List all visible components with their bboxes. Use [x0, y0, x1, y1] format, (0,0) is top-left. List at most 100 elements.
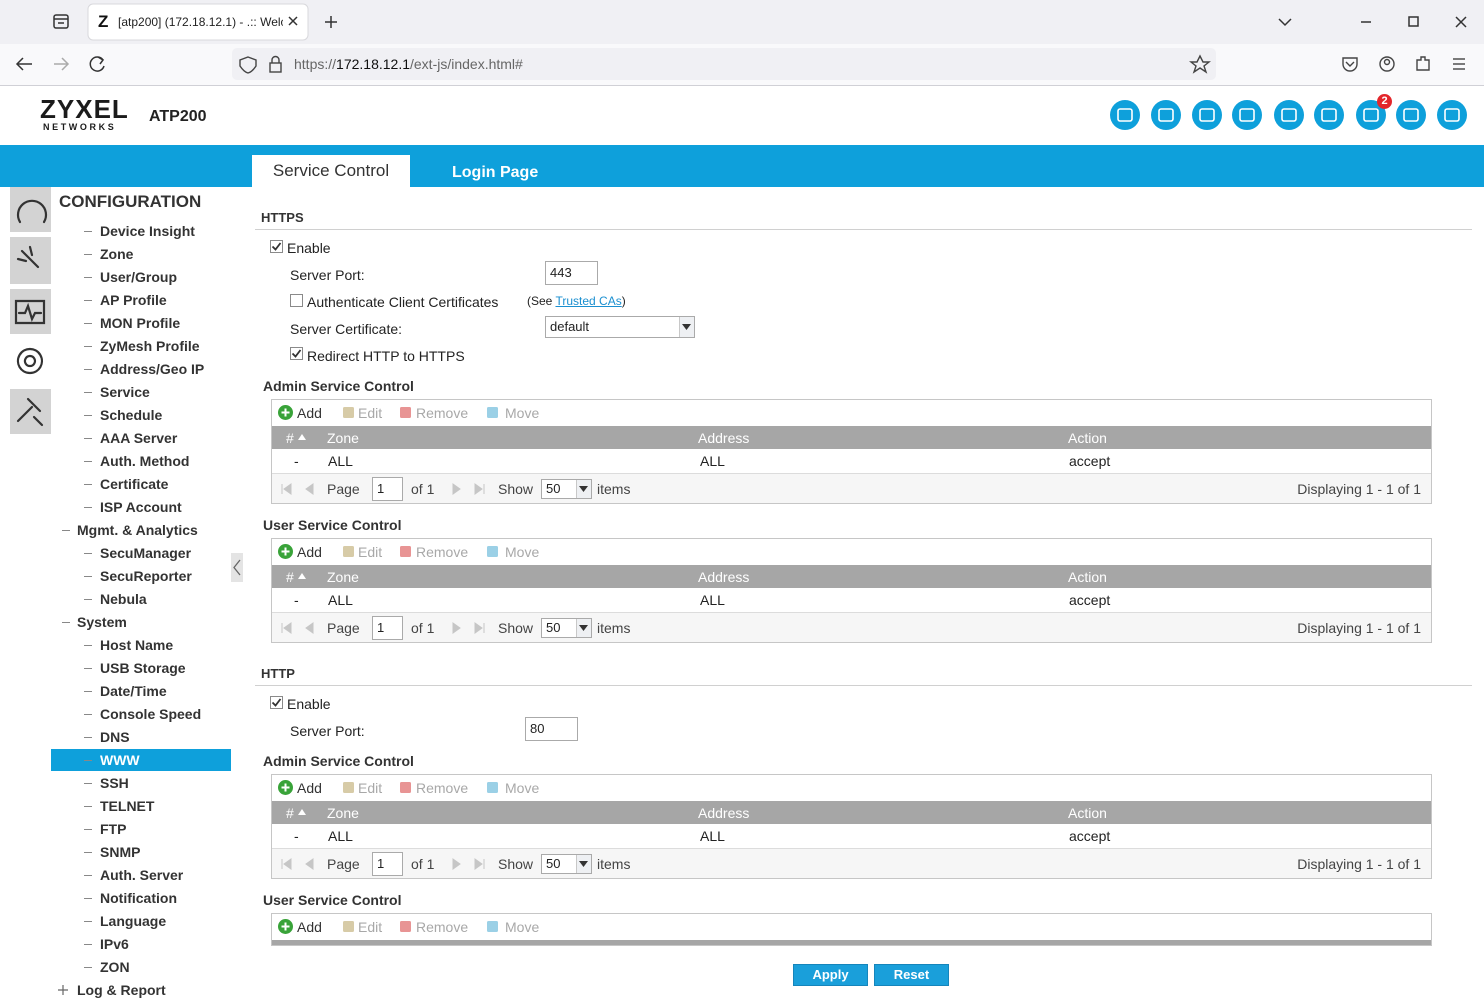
section-title: HTTPS [261, 210, 304, 225]
sidebar-item[interactable]: Schedule [100, 407, 163, 423]
toolbar-button: Move [505, 780, 540, 796]
toolbar-button[interactable]: Add [297, 544, 322, 560]
field-label[interactable]: Enable [287, 240, 331, 256]
pager-nav[interactable] [304, 483, 316, 495]
header-icon[interactable] [1273, 99, 1305, 131]
pager-nav[interactable] [474, 858, 486, 870]
header-icon[interactable] [1436, 99, 1468, 131]
toolbar-icon[interactable] [278, 919, 293, 934]
pager-nav[interactable] [451, 483, 463, 495]
sidebar-item[interactable]: SecuReporter [100, 568, 192, 584]
field-label[interactable]: Enable [287, 696, 331, 712]
tab-title[interactable]: [atp200] (172.18.12.1) - .:: Welcome [118, 15, 283, 29]
sidebar-item[interactable]: User/Group [100, 269, 178, 285]
sidebar-item[interactable]: TELNET [100, 798, 155, 814]
toolbar-button[interactable]: Add [297, 780, 322, 796]
checkbox[interactable] [270, 240, 283, 253]
sidebar-item[interactable]: WWW [100, 752, 140, 768]
field-label: Server Port: [290, 267, 365, 283]
button-label[interactable]: Reset [893, 967, 930, 982]
sidebar-item[interactable]: DNS [100, 729, 130, 745]
form-button[interactable] [793, 964, 868, 986]
sidebar-item[interactable]: System [77, 614, 127, 630]
sidebar-item[interactable]: Mgmt. & Analytics [77, 522, 198, 538]
text-input[interactable] [372, 616, 403, 640]
tab-label[interactable]: Service Control [272, 161, 390, 180]
tree-dash [84, 254, 92, 255]
sidebar-item[interactable]: Zone [100, 246, 134, 262]
pager-nav[interactable] [451, 858, 463, 870]
url-text[interactable]: https://172.18.12.1/ext-js/index.html# [294, 54, 523, 74]
checkbox[interactable] [290, 347, 303, 360]
pager-nav[interactable] [281, 483, 293, 495]
sidebar-item[interactable]: AP Profile [100, 292, 167, 308]
text-input[interactable] [372, 852, 403, 876]
sidebar-item[interactable]: SSH [100, 775, 129, 791]
tab-label[interactable]: Login Page [452, 164, 539, 181]
model-name: ATP200 [149, 108, 207, 125]
sidebar-item[interactable]: Notification [100, 890, 177, 906]
header-icon[interactable] [1150, 99, 1182, 131]
text-input[interactable] [545, 261, 598, 285]
header-icon[interactable] [1231, 99, 1263, 131]
pager-nav[interactable] [281, 858, 293, 870]
sidebar-item[interactable]: Host Name [100, 637, 174, 653]
toolbar-button[interactable]: Add [297, 919, 322, 935]
toolbar-button[interactable]: Add [297, 405, 322, 421]
sidebar-item[interactable]: Language [100, 913, 167, 929]
tab-active[interactable] [252, 155, 410, 187]
sidebar-item[interactable]: Date/Time [100, 683, 167, 699]
sidebar-item[interactable]: Auth. Method [100, 453, 190, 469]
toolbar-icon [343, 782, 354, 793]
pager [272, 474, 1431, 503]
select[interactable] [545, 316, 695, 338]
sidebar-item[interactable]: Certificate [100, 476, 169, 492]
sidebar-item[interactable]: SecuManager [100, 545, 192, 561]
header-icon[interactable] [1191, 99, 1223, 131]
sidebar-item[interactable]: IPv6 [100, 936, 129, 952]
form-button[interactable] [874, 964, 949, 986]
header-icon[interactable] [1109, 99, 1141, 131]
sidebar-item[interactable]: AAA Server [100, 430, 178, 446]
expander[interactable] [58, 985, 68, 995]
pager-label: Show [498, 481, 534, 497]
text-input[interactable] [372, 477, 403, 501]
toolbar-icon[interactable] [278, 544, 293, 559]
trusted-cas-link[interactable]: Trusted CAs [555, 294, 622, 308]
toolbar-icon[interactable] [278, 780, 293, 795]
sidebar-item[interactable]: ZyMesh Profile [100, 338, 200, 354]
checkbox[interactable] [290, 294, 303, 307]
header-icon[interactable] [1395, 99, 1427, 131]
sidebar-item[interactable]: Service [100, 384, 150, 400]
sidebar-item[interactable]: Console Speed [100, 706, 202, 722]
sidebar-item[interactable]: ZON [100, 959, 130, 975]
button-label[interactable]: Apply [812, 967, 849, 982]
column-header: Zone [327, 569, 359, 585]
sidebar-item[interactable]: Auth. Server [100, 867, 184, 883]
pager-nav[interactable] [451, 622, 463, 634]
pager-nav[interactable] [474, 622, 486, 634]
sidebar-item[interactable]: FTP [100, 821, 127, 837]
tree-dash [62, 530, 70, 531]
sidebar-item[interactable]: Nebula [100, 591, 147, 607]
field-label[interactable]: Authenticate Client Certificates [307, 294, 499, 310]
header-icon[interactable] [1313, 99, 1345, 131]
sidebar-item[interactable]: MON Profile [100, 315, 181, 331]
sidebar-item[interactable]: USB Storage [100, 660, 186, 676]
pager-nav[interactable] [281, 622, 293, 634]
sidebar-item[interactable]: ISP Account [100, 499, 182, 515]
sidebar-item[interactable]: SNMP [100, 844, 141, 860]
text-input[interactable] [525, 717, 578, 741]
section-rule [255, 685, 1472, 686]
sidebar-item[interactable]: Device Insight [100, 223, 195, 239]
sidebar-icon-tile[interactable] [10, 389, 51, 434]
sidebar-item[interactable]: Log & Report [77, 982, 166, 998]
pager-nav[interactable] [304, 622, 316, 634]
header-icon[interactable] [1355, 99, 1387, 131]
field-label[interactable]: Redirect HTTP to HTTPS [307, 348, 465, 364]
checkbox[interactable] [270, 696, 283, 709]
pager-nav[interactable] [304, 858, 316, 870]
sidebar-item[interactable]: Address/Geo IP [100, 361, 205, 377]
pager-nav[interactable] [474, 483, 486, 495]
toolbar-icon[interactable] [278, 405, 293, 420]
